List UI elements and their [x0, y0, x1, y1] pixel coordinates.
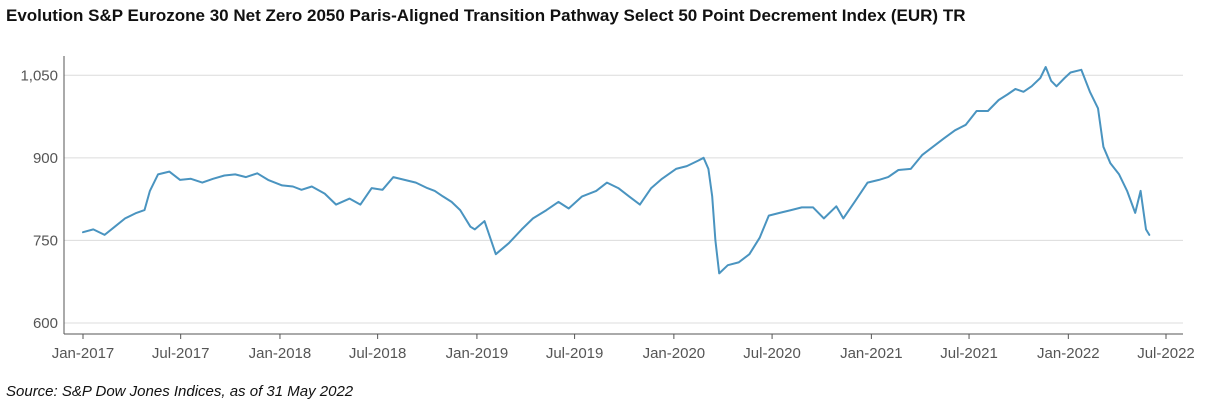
source-note: Source: S&P Dow Jones Indices, as of 31 …	[6, 383, 354, 400]
series	[82, 66, 1151, 275]
x-tick-label: Jul-2020	[743, 345, 801, 362]
y-tick-label: 900	[33, 150, 58, 167]
x-tick-labels: Jan-2017 Jul-2017 Jan-2018 Jul-2018 Jan-2019…	[52, 334, 1195, 362]
y-tick-label: 1,050	[20, 67, 58, 84]
axes	[63, 56, 1183, 335]
x-tick-label: Jan-2019	[446, 345, 509, 362]
x-tick-label: Jan-2017	[52, 345, 115, 362]
x-tick-label: Jan-2020	[643, 345, 706, 362]
x-tick-label: Jul-2019	[546, 345, 604, 362]
x-tick-label: Jul-2021	[940, 345, 998, 362]
x-tick-label: Jul-2018	[349, 345, 407, 362]
y-tick-label: 600	[33, 315, 58, 332]
x-tick-label: Jul-2017	[152, 345, 210, 362]
x-tick-label: Jan-2022	[1037, 345, 1100, 362]
y-tick-labels: 600 750 900 1,050	[20, 67, 58, 332]
x-tick-label: Jan-2018	[249, 345, 312, 362]
x-tick-label: Jan-2021	[840, 345, 903, 362]
x-tick-label: Jul-2022	[1137, 345, 1195, 362]
chart-title: Evolution S&P Eurozone 30 Net Zero 2050 …	[6, 6, 966, 25]
series-line	[82, 66, 1151, 275]
y-tick-label: 750	[33, 232, 58, 249]
gridlines	[64, 74, 1183, 324]
